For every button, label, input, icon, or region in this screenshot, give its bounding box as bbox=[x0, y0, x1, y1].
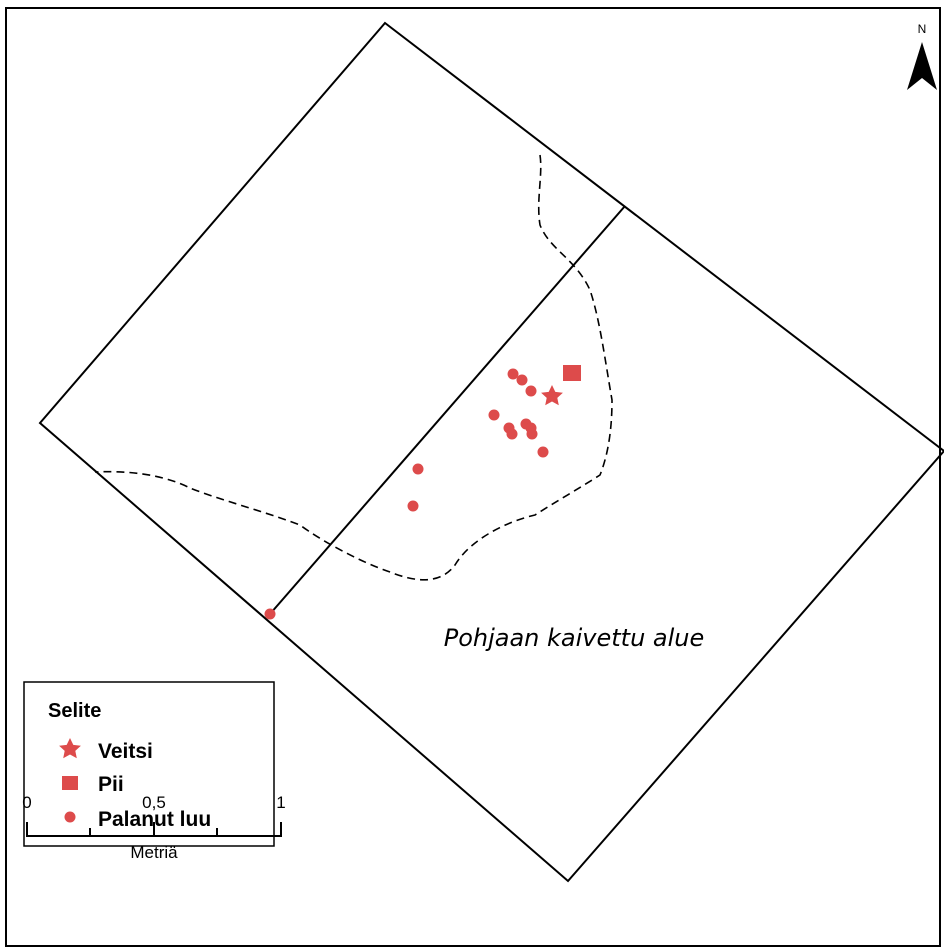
burnt-bone-marker bbox=[537, 446, 549, 458]
flint-find-marker bbox=[563, 365, 581, 381]
legend-dot-icon bbox=[64, 811, 76, 823]
north-arrow-icon: N bbox=[907, 22, 937, 90]
legend-label-burnt-bone: Palanut luu bbox=[98, 808, 211, 831]
burnt-bone-marker bbox=[506, 428, 518, 440]
burnt-bone-marker bbox=[407, 500, 419, 512]
burnt-bone-marker bbox=[507, 368, 519, 380]
scale-bar: 0 0,5 1 Metriä bbox=[22, 793, 285, 862]
scale-unit-label: Metriä bbox=[130, 843, 178, 862]
legend-label-knife: Veitsi bbox=[98, 740, 153, 763]
scale-tick-label-0: 0 bbox=[22, 793, 31, 812]
burnt-bone-marker bbox=[516, 374, 528, 386]
burnt-bone-marker bbox=[412, 463, 424, 475]
burnt-bone-marker bbox=[525, 385, 537, 397]
north-label: N bbox=[918, 22, 927, 36]
finds-layer bbox=[264, 365, 581, 620]
legend: Selite Veitsi Pii Palanut luu bbox=[23, 681, 275, 847]
legend-star-icon bbox=[59, 738, 81, 759]
trench-divider bbox=[269, 205, 626, 615]
burnt-bone-marker bbox=[526, 428, 538, 440]
knife-find-marker bbox=[541, 385, 563, 406]
burnt-bone-marker bbox=[488, 409, 500, 421]
burnt-bone-marker bbox=[264, 608, 276, 620]
excavated-area-boundary bbox=[94, 154, 613, 581]
area-label: Pohjaan kaivettu alue bbox=[444, 624, 705, 652]
scale-tick-label-1: 1 bbox=[276, 793, 285, 812]
scale-tick-label-mid: 0,5 bbox=[142, 793, 166, 812]
trench-outline bbox=[38, 21, 944, 883]
legend-label-flint: Pii bbox=[98, 773, 124, 796]
map-border bbox=[5, 7, 941, 947]
legend-title: Selite bbox=[48, 700, 101, 722]
legend-square-icon bbox=[62, 776, 78, 790]
